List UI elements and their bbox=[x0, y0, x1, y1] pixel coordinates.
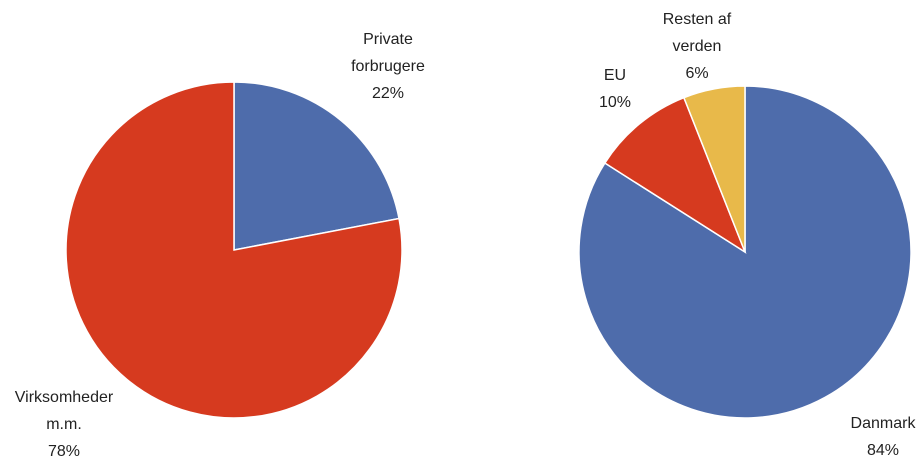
slice-name-label: EU bbox=[604, 67, 626, 84]
pie-slice bbox=[603, 96, 747, 254]
pie-chart-customers: Private forbrugere 22% Virksomheder m.m. 78% bbox=[15, 31, 425, 460]
slice-label: EU 10% bbox=[599, 67, 631, 111]
slice-value-label: 84% bbox=[867, 442, 899, 459]
slice-name-label: Virksomheder bbox=[15, 389, 114, 406]
slice-value-label: 6% bbox=[685, 65, 708, 82]
slice-label: Resten af verden 6% bbox=[663, 11, 732, 82]
slice-name-label: Private bbox=[363, 31, 413, 48]
slice-name-label: Danmark bbox=[851, 415, 917, 432]
slice-name-label: m.m. bbox=[46, 416, 82, 433]
pie-chart-markets: Danmark 84% EU 10% Resten af verden 6% bbox=[578, 11, 917, 459]
slice-value-label: 78% bbox=[48, 443, 80, 460]
slice-label: Private forbrugere 22% bbox=[351, 31, 425, 102]
pie-slice bbox=[682, 85, 746, 253]
slice-value-label: 10% bbox=[599, 94, 631, 111]
slice-name-label: verden bbox=[673, 38, 722, 55]
slice-name-label: forbrugere bbox=[351, 58, 425, 75]
slice-label: Virksomheder m.m. 78% bbox=[15, 389, 114, 460]
pie-slice bbox=[233, 81, 400, 251]
slice-name-label: Resten af bbox=[663, 11, 732, 28]
slice-label: Danmark 84% bbox=[851, 415, 917, 459]
slice-value-label: 22% bbox=[372, 85, 404, 102]
pie-slice bbox=[65, 81, 403, 419]
